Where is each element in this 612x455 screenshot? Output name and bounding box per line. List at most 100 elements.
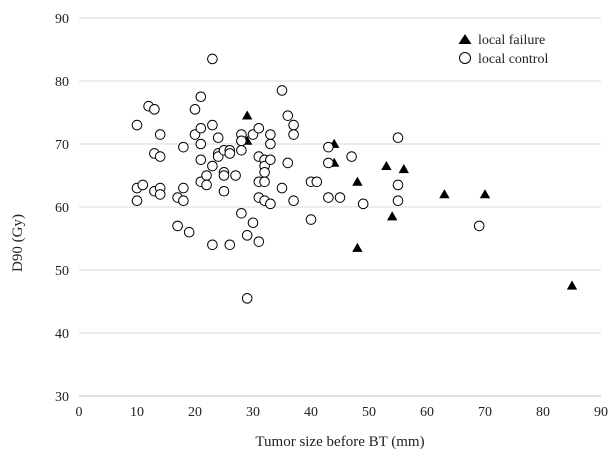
x-tick-label: 40 [304, 405, 318, 420]
data-point-local-control [346, 151, 357, 162]
legend-item-local-failure: local failure [458, 33, 545, 48]
data-points [131, 53, 578, 304]
data-point-local-control [247, 217, 259, 229]
y-tick-label: 40 [55, 327, 69, 342]
data-point-local-control [178, 182, 189, 194]
data-point-local-control [154, 129, 166, 140]
data-point-local-control [195, 91, 207, 103]
data-point-local-control [195, 138, 207, 150]
legend-label-local-failure: local failure [478, 33, 545, 48]
y-tick-label: 50 [55, 264, 69, 279]
data-point-local-control [282, 157, 294, 169]
legend-label-local-control: local control [478, 52, 548, 67]
data-point-local-control [276, 182, 288, 194]
data-point-local-control [195, 122, 207, 134]
data-point-local-control [195, 154, 207, 166]
data-point-local-control [473, 220, 485, 232]
y-tick-label: 70 [55, 138, 69, 153]
data-point-local-control [207, 160, 218, 172]
data-point-local-control [131, 195, 143, 206]
data-point-local-failure [352, 176, 363, 186]
legend-marker-circle [459, 52, 471, 64]
x-tick-label: 80 [536, 405, 550, 420]
data-point-local-control [131, 119, 143, 131]
data-point-local-control [218, 170, 230, 181]
data-point-local-control [265, 138, 276, 150]
data-point-local-control [207, 239, 218, 251]
data-point-local-failure [242, 110, 253, 120]
data-point-local-control [392, 195, 404, 206]
legend-marker-triangle [458, 34, 472, 44]
data-point-local-control [323, 192, 334, 203]
data-point-local-control [201, 170, 212, 181]
data-point-local-failure [387, 211, 398, 221]
data-point-local-control [207, 53, 218, 65]
data-point-local-control [224, 148, 236, 159]
data-point-local-control [236, 145, 247, 156]
y-tick-label: 60 [55, 201, 69, 216]
gridlines [79, 17, 601, 334]
legend: local failure local control [458, 33, 548, 67]
data-point-local-control [259, 176, 270, 188]
x-tick-label: 60 [420, 405, 434, 420]
data-point-local-control [154, 189, 166, 200]
data-point-local-control [392, 132, 404, 143]
data-point-local-control [178, 141, 189, 153]
data-point-local-failure [398, 164, 409, 174]
x-tick-label: 10 [130, 405, 144, 420]
x-tick-label: 20 [188, 405, 202, 420]
y-tick-label: 30 [55, 390, 69, 405]
data-point-local-failure [439, 189, 450, 199]
data-point-local-control [311, 176, 323, 188]
data-point-local-control [282, 110, 294, 121]
data-point-local-control [189, 104, 201, 115]
data-point-local-control [207, 119, 218, 131]
y-axis-label: D90 (Gy) [10, 214, 26, 272]
data-point-local-control [224, 239, 236, 251]
data-point-local-control [323, 141, 334, 153]
data-point-local-control [323, 157, 334, 169]
data-point-local-control [178, 195, 189, 206]
data-point-local-control [212, 132, 224, 143]
data-point-local-control [259, 167, 270, 178]
data-point-local-control [288, 129, 299, 140]
axes: 30 40 50 60 70 80 90 0 10 20 30 40 50 60 70 80 90 [55, 12, 608, 420]
data-point-local-control [241, 293, 253, 304]
data-point-local-control [201, 179, 212, 191]
x-tick-label: 50 [362, 405, 376, 420]
data-point-local-control [265, 154, 276, 166]
data-point-local-control [265, 198, 276, 210]
data-point-local-control [149, 104, 160, 115]
data-point-local-control [241, 230, 253, 241]
data-point-local-control [172, 220, 183, 232]
y-tick-label: 80 [55, 75, 69, 90]
data-point-local-control [218, 185, 230, 197]
data-point-local-failure [381, 160, 392, 170]
data-point-local-failure [479, 189, 491, 199]
data-point-local-control [137, 179, 149, 191]
y-tick-label: 90 [55, 12, 69, 27]
x-tick-label: 30 [246, 405, 260, 420]
data-point-local-control [236, 135, 247, 147]
data-point-local-control [154, 151, 166, 162]
x-tick-label: 0 [76, 405, 83, 420]
data-point-local-control [265, 129, 276, 140]
x-tick-label: 90 [594, 405, 608, 420]
data-point-local-control [288, 195, 299, 206]
data-point-local-control [288, 119, 299, 131]
x-tick-label: 70 [478, 405, 492, 420]
data-point-local-failure [566, 280, 578, 290]
data-point-local-control [334, 192, 346, 203]
data-point-local-control [253, 122, 265, 134]
x-axis-label: Tumor size before BT (mm) [255, 434, 424, 450]
data-point-local-control [357, 198, 369, 210]
data-point-local-control [276, 85, 288, 96]
data-point-local-control [305, 214, 317, 225]
data-point-local-failure [352, 242, 363, 252]
data-point-local-control [236, 208, 247, 219]
legend-item-local-control: local control [459, 52, 548, 67]
data-point-local-control [230, 170, 241, 181]
data-point-local-control [392, 179, 404, 191]
data-point-local-control [253, 236, 265, 247]
